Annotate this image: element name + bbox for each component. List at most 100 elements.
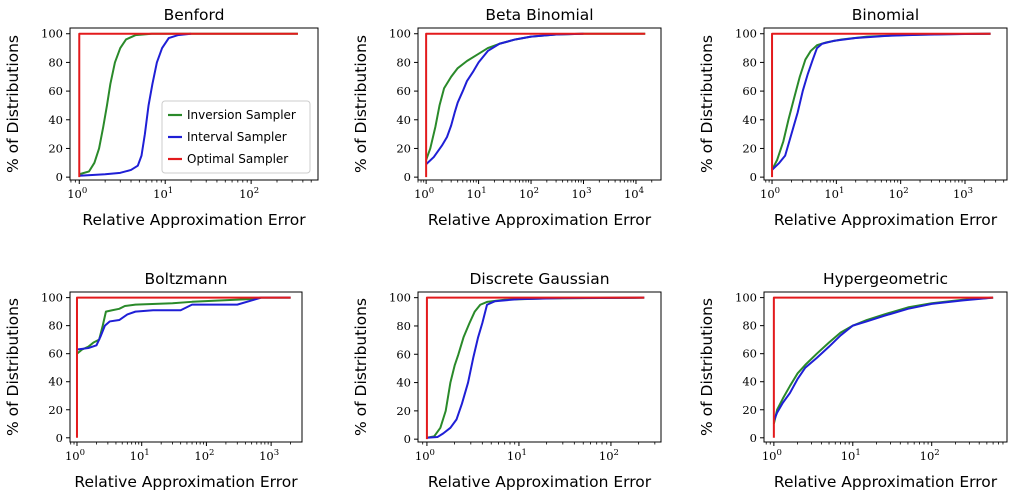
chart-panel-1: Benford 0 20 40 60 80 100 100 101 102 Relative App… (4, 6, 319, 229)
y-tick-label: 20 (48, 141, 63, 155)
plot-frame (69, 291, 303, 443)
series-line-optimal-sampler (75, 296, 291, 438)
y-tick-label: 60 (396, 84, 411, 98)
x-tick-label: 102 (920, 448, 940, 463)
y-tick-label: 80 (396, 55, 411, 69)
legend: Inversion Sampler Interval Sampler Optimal… (161, 100, 311, 174)
y-tick-label: 80 (742, 319, 757, 333)
series-line-optimal-sampler (425, 296, 645, 440)
series-line-inversion-sampler (771, 32, 991, 171)
y-tick-label: 60 (48, 84, 63, 98)
series-line-inversion-sampler (772, 296, 994, 425)
x-axis-label: Relative Approximation Error (774, 473, 998, 491)
series-line-interval-sampler (426, 296, 645, 439)
y-tick-label: 20 (742, 141, 757, 155)
x-axis-label: Relative Approximation Error (428, 211, 652, 229)
y-tick-label: 100 (389, 291, 411, 305)
x-tick-label: 101 (841, 448, 861, 463)
series-line-interval-sampler (771, 32, 991, 171)
y-axis-label: % of Distributions (698, 298, 716, 436)
series-line-interval-sampler (76, 296, 291, 351)
legend-box (161, 100, 311, 174)
y-tick-label: 80 (48, 319, 63, 333)
legend-entry-label: Inversion Sampler (187, 108, 296, 122)
chart-panel-6: Hypergeometric 0 20 40 60 80 100 100 101 102 Relat… (698, 270, 1008, 491)
y-tick-label: 0 (750, 431, 757, 445)
x-axis-label: Relative Approximation Error (428, 473, 652, 491)
series-line-optimal-sampler (78, 32, 298, 178)
chart-title: Hypergeometric (823, 270, 948, 288)
x-tick-label: 100 (67, 186, 87, 201)
x-tick-label: 101 (467, 186, 487, 201)
y-tick-label: 100 (41, 291, 63, 305)
y-tick-label: 80 (396, 319, 411, 333)
plot-frame (763, 291, 1008, 443)
plot-frame (417, 27, 662, 181)
y-tick-label: 60 (396, 347, 411, 361)
series-line-interval-sampler (79, 32, 192, 177)
y-tick-label: 0 (56, 431, 63, 445)
chart-title: Boltzmann (145, 270, 228, 288)
y-tick-label: 80 (742, 55, 757, 69)
y-tick-label: 40 (48, 113, 63, 127)
y-tick-label: 100 (41, 27, 63, 41)
chart-title: Beta Binomial (485, 6, 593, 24)
legend-entry-label: Optimal Sampler (187, 152, 288, 166)
series-line-optimal-sampler (425, 32, 646, 178)
legend-entry-label: Interval Sampler (187, 130, 287, 144)
x-tick-label: 100 (415, 448, 435, 463)
y-tick-label: 40 (396, 376, 411, 390)
plot-frame (417, 291, 662, 443)
x-tick-label: 100 (760, 186, 780, 201)
y-tick-label: 100 (735, 27, 757, 41)
x-tick-label: 103 (259, 448, 279, 463)
x-tick-label: 102 (239, 186, 259, 201)
y-axis-label: % of Distributions (352, 35, 370, 173)
y-tick-label: 0 (404, 432, 411, 446)
series-line-inversion-sampler (76, 296, 291, 355)
x-tick-label: 102 (194, 448, 214, 463)
y-tick-label: 60 (742, 84, 757, 98)
x-tick-label: 101 (507, 448, 527, 463)
series-line-interval-sampler (772, 296, 994, 422)
y-tick-label: 40 (48, 375, 63, 389)
series-line-inversion-sampler (426, 296, 645, 439)
chart-title: Binomial (852, 6, 919, 24)
y-axis-label: % of Distributions (698, 35, 716, 173)
y-tick-label: 100 (735, 291, 757, 305)
x-tick-label: 103 (953, 186, 973, 201)
y-axis-label: % of Distributions (4, 298, 22, 436)
y-tick-label: 60 (48, 347, 63, 361)
x-tick-label: 101 (824, 186, 844, 201)
y-tick-label: 100 (389, 27, 411, 41)
x-axis-label: Relative Approximation Error (82, 211, 306, 229)
y-tick-label: 0 (56, 170, 63, 184)
y-axis-label: % of Distributions (4, 35, 22, 173)
y-tick-label: 40 (396, 113, 411, 127)
series-line-optimal-sampler (771, 32, 991, 178)
y-tick-label: 20 (396, 141, 411, 155)
chart-panel-3: Binomial 0 20 40 60 80 100 100 101 102 103 Relative… (698, 6, 1008, 229)
y-tick-label: 80 (48, 55, 63, 69)
chart-panel-5: Discrete Gaussian 0 20 40 60 80 100 100 101 102 Re… (352, 270, 662, 491)
series-line-optimal-sampler (772, 296, 994, 438)
chart-panel-2: Beta Binomial 0 20 40 60 80 100 100 101 102 103 104… (352, 6, 662, 229)
chart-title: Benford (164, 6, 225, 24)
x-tick-label: 101 (130, 448, 150, 463)
x-tick-label: 100 (762, 448, 782, 463)
y-tick-label: 40 (742, 375, 757, 389)
x-tick-label: 102 (519, 186, 539, 201)
chart-panel-4: Boltzmann 0 20 40 60 80 100 100 101 102 103 Relativ… (4, 270, 303, 491)
series-line-inversion-sampler (425, 32, 646, 161)
y-tick-label: 20 (396, 404, 411, 418)
x-tick-label: 103 (571, 186, 591, 201)
y-tick-label: 40 (742, 113, 757, 127)
y-tick-label: 20 (742, 403, 757, 417)
series-line-interval-sampler (425, 32, 584, 165)
x-axis-label: Relative Approximation Error (74, 473, 298, 491)
x-tick-label: 100 (65, 448, 85, 463)
x-axis-label: Relative Approximation Error (774, 211, 998, 229)
chart-title: Discrete Gaussian (469, 270, 609, 288)
y-tick-label: 20 (48, 403, 63, 417)
